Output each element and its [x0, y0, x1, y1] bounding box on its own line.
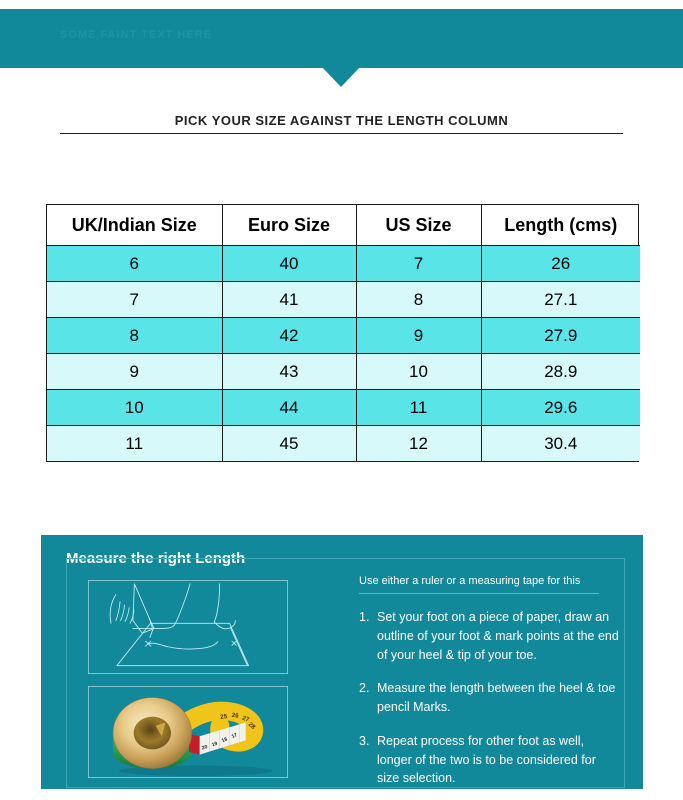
svg-text:26: 26	[231, 712, 239, 720]
